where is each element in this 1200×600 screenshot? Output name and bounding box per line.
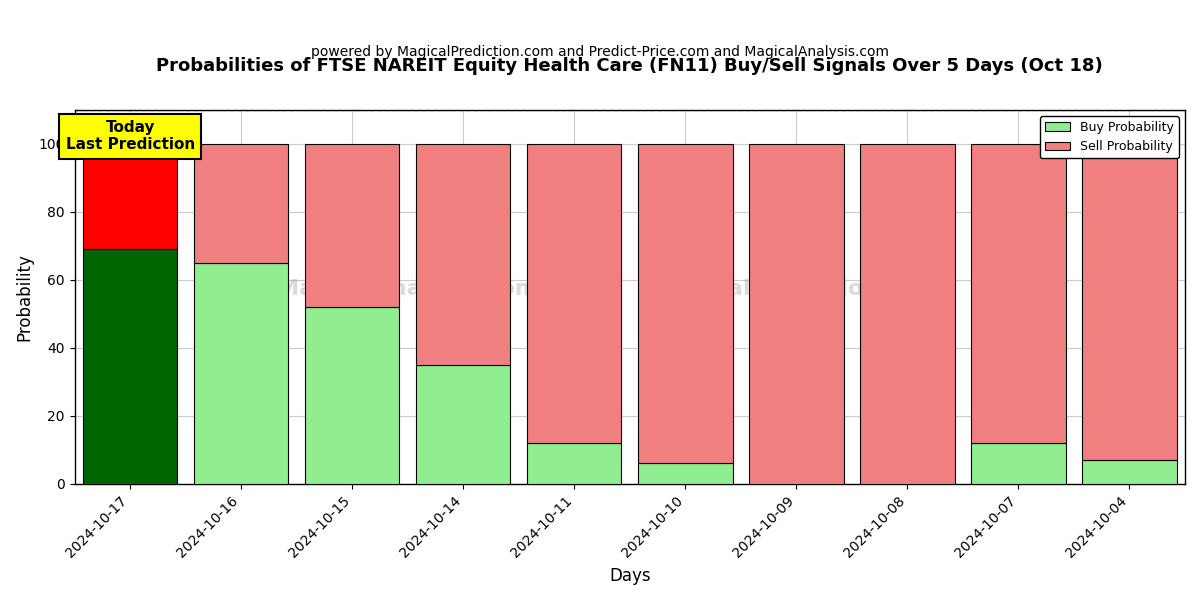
Bar [971, 144, 1066, 443]
Y-axis label: Probability: Probability [16, 253, 34, 341]
Bar [416, 144, 510, 365]
Bar [194, 263, 288, 484]
Bar [527, 443, 622, 484]
Text: powered by MagicalPrediction.com and Predict-Price.com and MagicalAnalysis.com: powered by MagicalPrediction.com and Pre… [311, 45, 889, 59]
Text: MagicalPrediction.com: MagicalPrediction.com [654, 280, 940, 299]
Legend: Buy Probability, Sell Probability: Buy Probability, Sell Probability [1040, 116, 1178, 158]
Bar [749, 144, 844, 484]
Bar [1082, 144, 1177, 460]
Text: Today
Last Prediction: Today Last Prediction [66, 120, 194, 152]
Bar [83, 249, 178, 484]
Bar [860, 144, 955, 484]
Bar [83, 144, 178, 249]
Bar [1082, 460, 1177, 484]
Bar [638, 144, 732, 463]
Text: MagicalAnalysis.com: MagicalAnalysis.com [277, 280, 539, 299]
Bar [416, 365, 510, 484]
Bar [638, 463, 732, 484]
Bar [305, 307, 400, 484]
Bar [971, 443, 1066, 484]
X-axis label: Days: Days [610, 567, 650, 585]
Bar [194, 144, 288, 263]
Bar [527, 144, 622, 443]
Title: Probabilities of FTSE NAREIT Equity Health Care (FN11) Buy/Sell Signals Over 5 D: Probabilities of FTSE NAREIT Equity Heal… [156, 57, 1103, 75]
Bar [305, 144, 400, 307]
